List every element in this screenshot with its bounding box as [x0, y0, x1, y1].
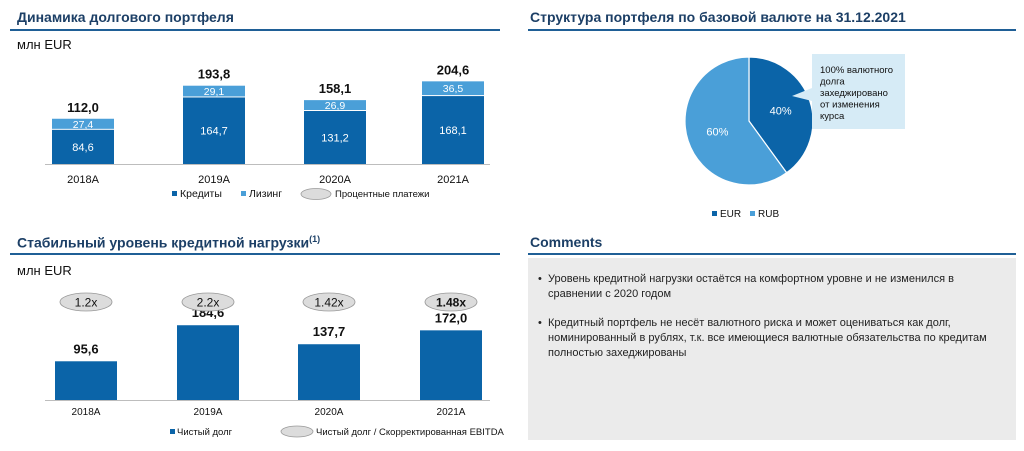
callout-box — [792, 54, 905, 129]
x-tick-label: 2020A — [319, 174, 351, 186]
legend-label-rub: RUB — [758, 209, 779, 220]
comment-text: Кредитный портфель не несёт валютного ри… — [548, 317, 987, 359]
legend-swatch-rub — [750, 211, 755, 216]
comments-title: Comments — [530, 234, 603, 250]
x-tick-label: 2020A — [315, 407, 344, 418]
bar-leasing — [304, 100, 366, 110]
bar-leasing — [183, 85, 245, 97]
currency-structure-title: Структура портфеля по базовой валюте на … — [530, 9, 906, 25]
bullet-dot: • — [538, 273, 542, 285]
bar-leasing-label: 29,1 — [204, 86, 225, 98]
bar-leasing-label: 26,9 — [325, 100, 346, 112]
bar-total-label: 112,0 — [67, 100, 99, 115]
comment-item: • Кредитный портфель не несёт валютного … — [538, 316, 1000, 361]
ratio-oval — [424, 292, 478, 312]
leverage-unit-label: млн EUR — [17, 263, 72, 278]
debt-portfolio-chart: 84,6 27,4 112,0 2018A 164,7 29,1 193,8 2019A 131… — [45, 62, 490, 200]
ratio-label: 2.2x — [197, 296, 220, 310]
bar-total-label: 158,1 — [319, 81, 352, 96]
bar-value-label: 95,6 — [73, 341, 98, 356]
leverage-title: Стабильный уровень кредитной нагрузки(1) — [17, 234, 320, 251]
comment-text: Уровень кредитной нагрузки остаётся на к… — [548, 273, 954, 300]
bar-net-debt — [420, 330, 482, 400]
x-tick-label: 2021A — [437, 174, 469, 186]
bar-total-label: 204,6 — [437, 62, 470, 77]
pie-slice-eur — [748, 56, 814, 174]
bar-credits-label: 131,2 — [321, 132, 349, 144]
comments-box: • Уровень кредитной нагрузки остаётся на… — [528, 258, 1016, 440]
callout-text: захеджировано — [820, 88, 888, 99]
bar-leasing-label: 36,5 — [443, 83, 464, 95]
x-tick-label: 2018A — [72, 407, 101, 418]
x-tick-label: 2019A — [198, 174, 230, 186]
callout-text: от изменения — [820, 100, 880, 111]
comment-item: • Уровень кредитной нагрузки остаётся на… — [538, 272, 1000, 302]
ratio-oval — [59, 292, 113, 312]
legend-label-ratio: Чистый долг / Скорректированная EBITDA — [316, 427, 505, 438]
x-tick-label: 2018A — [67, 174, 99, 186]
legend-label-net-debt: Чистый долг — [177, 427, 233, 438]
legend-label-interest: Процентные платежи — [335, 189, 429, 200]
pie-slice-rub — [684, 56, 788, 186]
leverage-title-text: Стабильный уровень кредитной нагрузки — [17, 234, 310, 251]
pie-slice-label: 60% — [706, 126, 728, 138]
currency-title-rule — [528, 29, 1016, 31]
callout-text: долга — [820, 77, 845, 88]
bar-credits-label: 164,7 — [200, 126, 228, 138]
x-tick-label: 2019A — [194, 407, 223, 418]
bar-value-label: 137,7 — [313, 324, 346, 339]
legend-swatch-net-debt — [170, 429, 175, 434]
legend-swatch-leasing — [241, 191, 246, 196]
currency-pie-chart: 40% 60% 100% валютногодолгазахеджированоот… — [684, 54, 905, 220]
debt-title-rule — [10, 29, 500, 31]
legend-swatch-ratio — [280, 425, 314, 438]
debt-unit-label: млн EUR — [17, 37, 72, 52]
bar-leasing — [52, 118, 114, 129]
ratio-label: 1.2x — [75, 296, 98, 310]
legend-swatch-eur — [712, 211, 717, 216]
legend-swatch-credits — [172, 191, 177, 196]
ratio-oval — [181, 292, 235, 312]
bar-total-label: 193,8 — [198, 67, 231, 82]
x-tick-label: 2021A — [437, 407, 466, 418]
bar-leasing-label: 27,4 — [73, 119, 94, 131]
leverage-title-rule — [10, 253, 500, 255]
bar-credits-label: 168,1 — [439, 125, 467, 137]
callout-text: 100% валютного — [820, 65, 893, 76]
legend-label-leasing: Лизинг — [249, 188, 282, 200]
ratio-oval — [302, 292, 356, 312]
bar-net-debt — [298, 344, 360, 400]
bar-credits-label: 84,6 — [72, 142, 93, 154]
bar-credits — [422, 96, 484, 164]
debt-portfolio-title: Динамика долгового портфеля — [17, 9, 234, 25]
ratio-label: 1.48x — [436, 296, 466, 310]
legend-swatch-interest — [300, 188, 332, 200]
bullet-dot: • — [538, 317, 542, 329]
bar-leasing — [422, 81, 484, 96]
bar-credits — [52, 129, 114, 164]
bar-credits — [304, 110, 366, 164]
bar-value-label: 172,0 — [435, 310, 468, 325]
comments-title-rule — [528, 253, 1016, 255]
leverage-chart: 95,61.2x2018A184,62.2x2019A137,71.42x202… — [45, 292, 505, 438]
legend-label-eur: EUR — [720, 209, 741, 220]
ratio-label: 1.42x — [314, 296, 343, 310]
pie-slice-label: 40% — [770, 106, 792, 118]
bar-credits — [183, 97, 245, 164]
bar-net-debt — [177, 325, 239, 400]
callout-text: курса — [820, 111, 845, 122]
leverage-title-footnote: (1) — [309, 234, 321, 244]
legend-label-credits: Кредиты — [180, 188, 222, 200]
bar-net-debt — [55, 361, 117, 400]
